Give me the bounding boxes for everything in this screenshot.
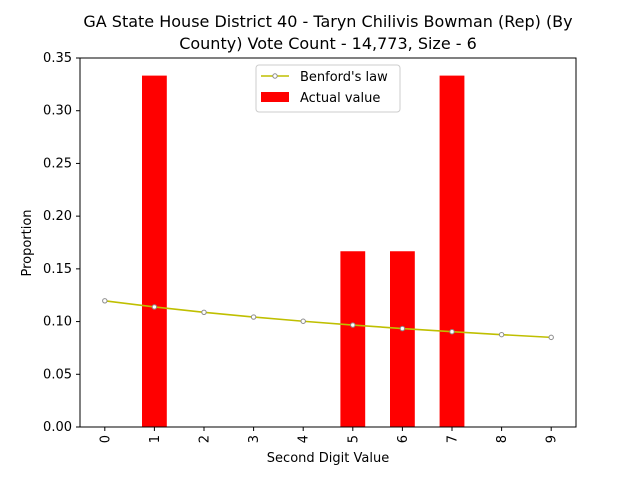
y-tick-label-0.15: 0.15: [43, 262, 72, 277]
plot-area: 0.00 0.05 0.10 0.15 0.20 0.25 0.30 0.35 0 1 2 3 4 5 6 7…: [43, 51, 577, 443]
y-tick-label-0.10: 0.10: [43, 315, 72, 330]
x-tick-label-1: 1: [148, 435, 163, 443]
benford-point-5: [350, 322, 356, 328]
x-tick-label-9: 9: [545, 435, 560, 443]
legend-marker-benford: [272, 73, 278, 79]
legend: Benford's law Actual value: [255, 64, 401, 113]
x-axis-label: Second Digit Value: [267, 451, 389, 466]
bar-7: [439, 75, 465, 428]
x-tick-label-8: 8: [495, 435, 510, 443]
x-tick-label-4: 4: [297, 435, 312, 443]
y-tick-label-0.05: 0.05: [43, 367, 72, 382]
bar-6: [390, 251, 415, 427]
y-tick-label-0.30: 0.30: [43, 104, 72, 119]
y-tick-label-0.25: 0.25: [43, 156, 72, 171]
chart-title-line2: County) Vote Count - 14,773, Size - 6: [179, 34, 477, 53]
benford-point-7: [449, 328, 455, 335]
benford-point-4: [300, 318, 306, 324]
y-axis-label: Proportion: [20, 209, 35, 276]
x-tick-label-3: 3: [247, 435, 262, 443]
benford-point-2: [201, 309, 207, 315]
benford-point-9: [548, 334, 554, 341]
bar-1: [142, 75, 167, 428]
y-tick-label-0.20: 0.20: [43, 209, 72, 224]
x-tick-label-0: 0: [98, 435, 113, 443]
y-tick-label-0.35: 0.35: [43, 51, 72, 66]
x-tick-label-6: 6: [396, 435, 411, 443]
legend-label-benford: Benford's law: [300, 70, 388, 85]
benford-point-8: [498, 331, 505, 338]
legend-label-actual: Actual value: [300, 91, 380, 106]
benford-point-0: [102, 298, 108, 304]
benford-point-3: [250, 314, 257, 320]
x-tick-label-7: 7: [446, 435, 461, 443]
benford-point-1: [151, 304, 158, 310]
x-tick-label-2: 2: [198, 435, 213, 443]
x-tick-label-5: 5: [346, 435, 361, 443]
plot-frame: [79, 57, 577, 428]
bar-5: [340, 251, 366, 427]
y-tick-label-0.00: 0.00: [43, 420, 72, 435]
legend-box: [255, 64, 401, 113]
legend-swatch-actual: [261, 92, 289, 102]
benford-line: [104, 300, 552, 339]
chart-title-line1: GA State House District 40 - Taryn Chili…: [83, 12, 572, 31]
benford-point-6: [399, 325, 406, 332]
